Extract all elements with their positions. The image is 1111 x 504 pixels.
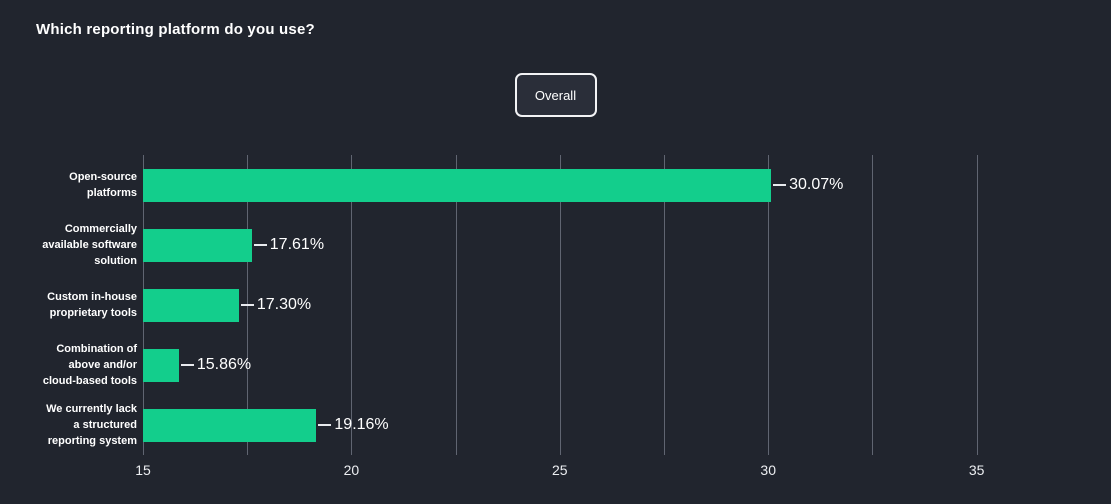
- category-label: Commercially available software solution: [42, 223, 137, 267]
- bar[interactable]: [143, 408, 317, 442]
- bar-chart-plot: Open-source platforms 30.07% Commercially av…: [42, 155, 1085, 455]
- gridline: [559, 155, 561, 455]
- x-axis-tick-label: 30: [760, 462, 777, 478]
- x-axis-tick-label: 25: [552, 462, 568, 478]
- bar-row: Commercially available software solution 17…: [42, 215, 1085, 275]
- gridline: [351, 155, 353, 455]
- x-axis-tick-label: 35: [968, 462, 985, 478]
- category-label: Open-source platforms: [69, 171, 137, 199]
- gridline: [872, 155, 874, 455]
- value-label: 19.16%: [318, 416, 389, 434]
- overall-filter-button[interactable]: Overall: [514, 73, 597, 117]
- gridline: [976, 155, 978, 455]
- bar[interactable]: [143, 288, 239, 322]
- value-connector-dash: [240, 304, 254, 306]
- x-axis-tick-label: 15: [135, 462, 151, 478]
- filter-row: Overall: [0, 73, 1111, 117]
- category-label: We currently lack a structured reporting s…: [46, 403, 137, 447]
- bar-row: We currently lack a structured reporting s…: [46, 395, 1085, 455]
- value-connector-dash: [773, 184, 787, 186]
- value-label: 17.30%: [240, 296, 311, 314]
- gridline: [455, 155, 457, 455]
- category-label: Combination of above and/or cloud-based to…: [42, 343, 137, 387]
- value-label: 17.61%: [253, 236, 324, 254]
- bar[interactable]: [143, 348, 179, 382]
- bar-row: Custom in-house proprietary tools 17.30%: [47, 275, 1085, 335]
- bar-row: Open-source platforms 30.07%: [69, 155, 1085, 215]
- x-axis-tick-label: 20: [343, 462, 360, 478]
- chart-title: Which reporting platform do you use?: [36, 21, 315, 38]
- bar[interactable]: [143, 228, 252, 262]
- value-label: 30.07%: [773, 176, 843, 194]
- value-connector-dash: [318, 424, 332, 426]
- bar[interactable]: [143, 168, 772, 202]
- x-axis: 15 20 25 30 35: [135, 455, 1085, 485]
- gridline: [664, 155, 666, 455]
- bar-row: Combination of above and/or cloud-based to…: [43, 335, 1085, 395]
- value-connector-dash: [253, 244, 267, 246]
- gridline: [768, 155, 770, 455]
- bar-rows: Open-source platforms 30.07% Commercially av…: [42, 155, 1085, 455]
- value-label: 15.86%: [180, 356, 251, 374]
- category-label: Custom in-house proprietary tools: [47, 291, 137, 319]
- value-connector-dash: [180, 364, 194, 366]
